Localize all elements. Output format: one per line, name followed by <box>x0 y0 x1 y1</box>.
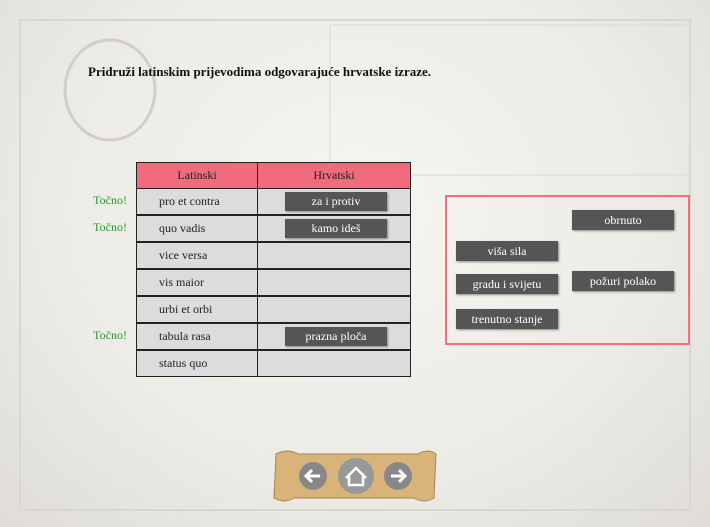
home-button[interactable] <box>338 458 374 494</box>
feedback: Točno! <box>93 328 127 342</box>
answer-cell <box>257 242 411 269</box>
latin-cell: tabula rasa <box>136 323 258 350</box>
option-chip[interactable]: požuri polako <box>572 271 674 291</box>
option-chip[interactable]: viša sila <box>456 241 558 261</box>
answer-chip[interactable]: za i protiv <box>285 192 387 211</box>
column-header: Hrvatski <box>257 162 411 189</box>
back-button[interactable] <box>299 462 327 490</box>
answer-cell <box>257 269 411 296</box>
latin-cell: vice versa <box>136 242 258 269</box>
option-chip[interactable]: gradu i svijetu <box>456 274 558 294</box>
option-chip[interactable]: obrnuto <box>572 210 674 230</box>
latin-cell: urbi et orbi <box>136 296 258 323</box>
feedback: Točno! <box>93 193 127 207</box>
latin-cell: vis maior <box>136 269 258 296</box>
column-header: Latinski <box>136 162 258 189</box>
navigation <box>273 450 437 502</box>
latin-cell: pro et contra <box>136 188 258 215</box>
latin-cell: quo vadis <box>136 215 258 242</box>
answer-chip[interactable]: prazna ploča <box>285 327 387 346</box>
latin-cell: status quo <box>136 350 258 377</box>
answer-cell <box>257 296 411 323</box>
feedback: Točno! <box>93 220 127 234</box>
answer-chip[interactable]: kamo ideš <box>285 219 387 238</box>
forward-button[interactable] <box>384 462 412 490</box>
answer-cell <box>257 350 411 377</box>
option-chip[interactable]: trenutno stanje <box>456 309 558 329</box>
instruction: Pridruži latinskim prijevodima odgovaraj… <box>88 64 432 79</box>
options-box <box>445 195 690 345</box>
